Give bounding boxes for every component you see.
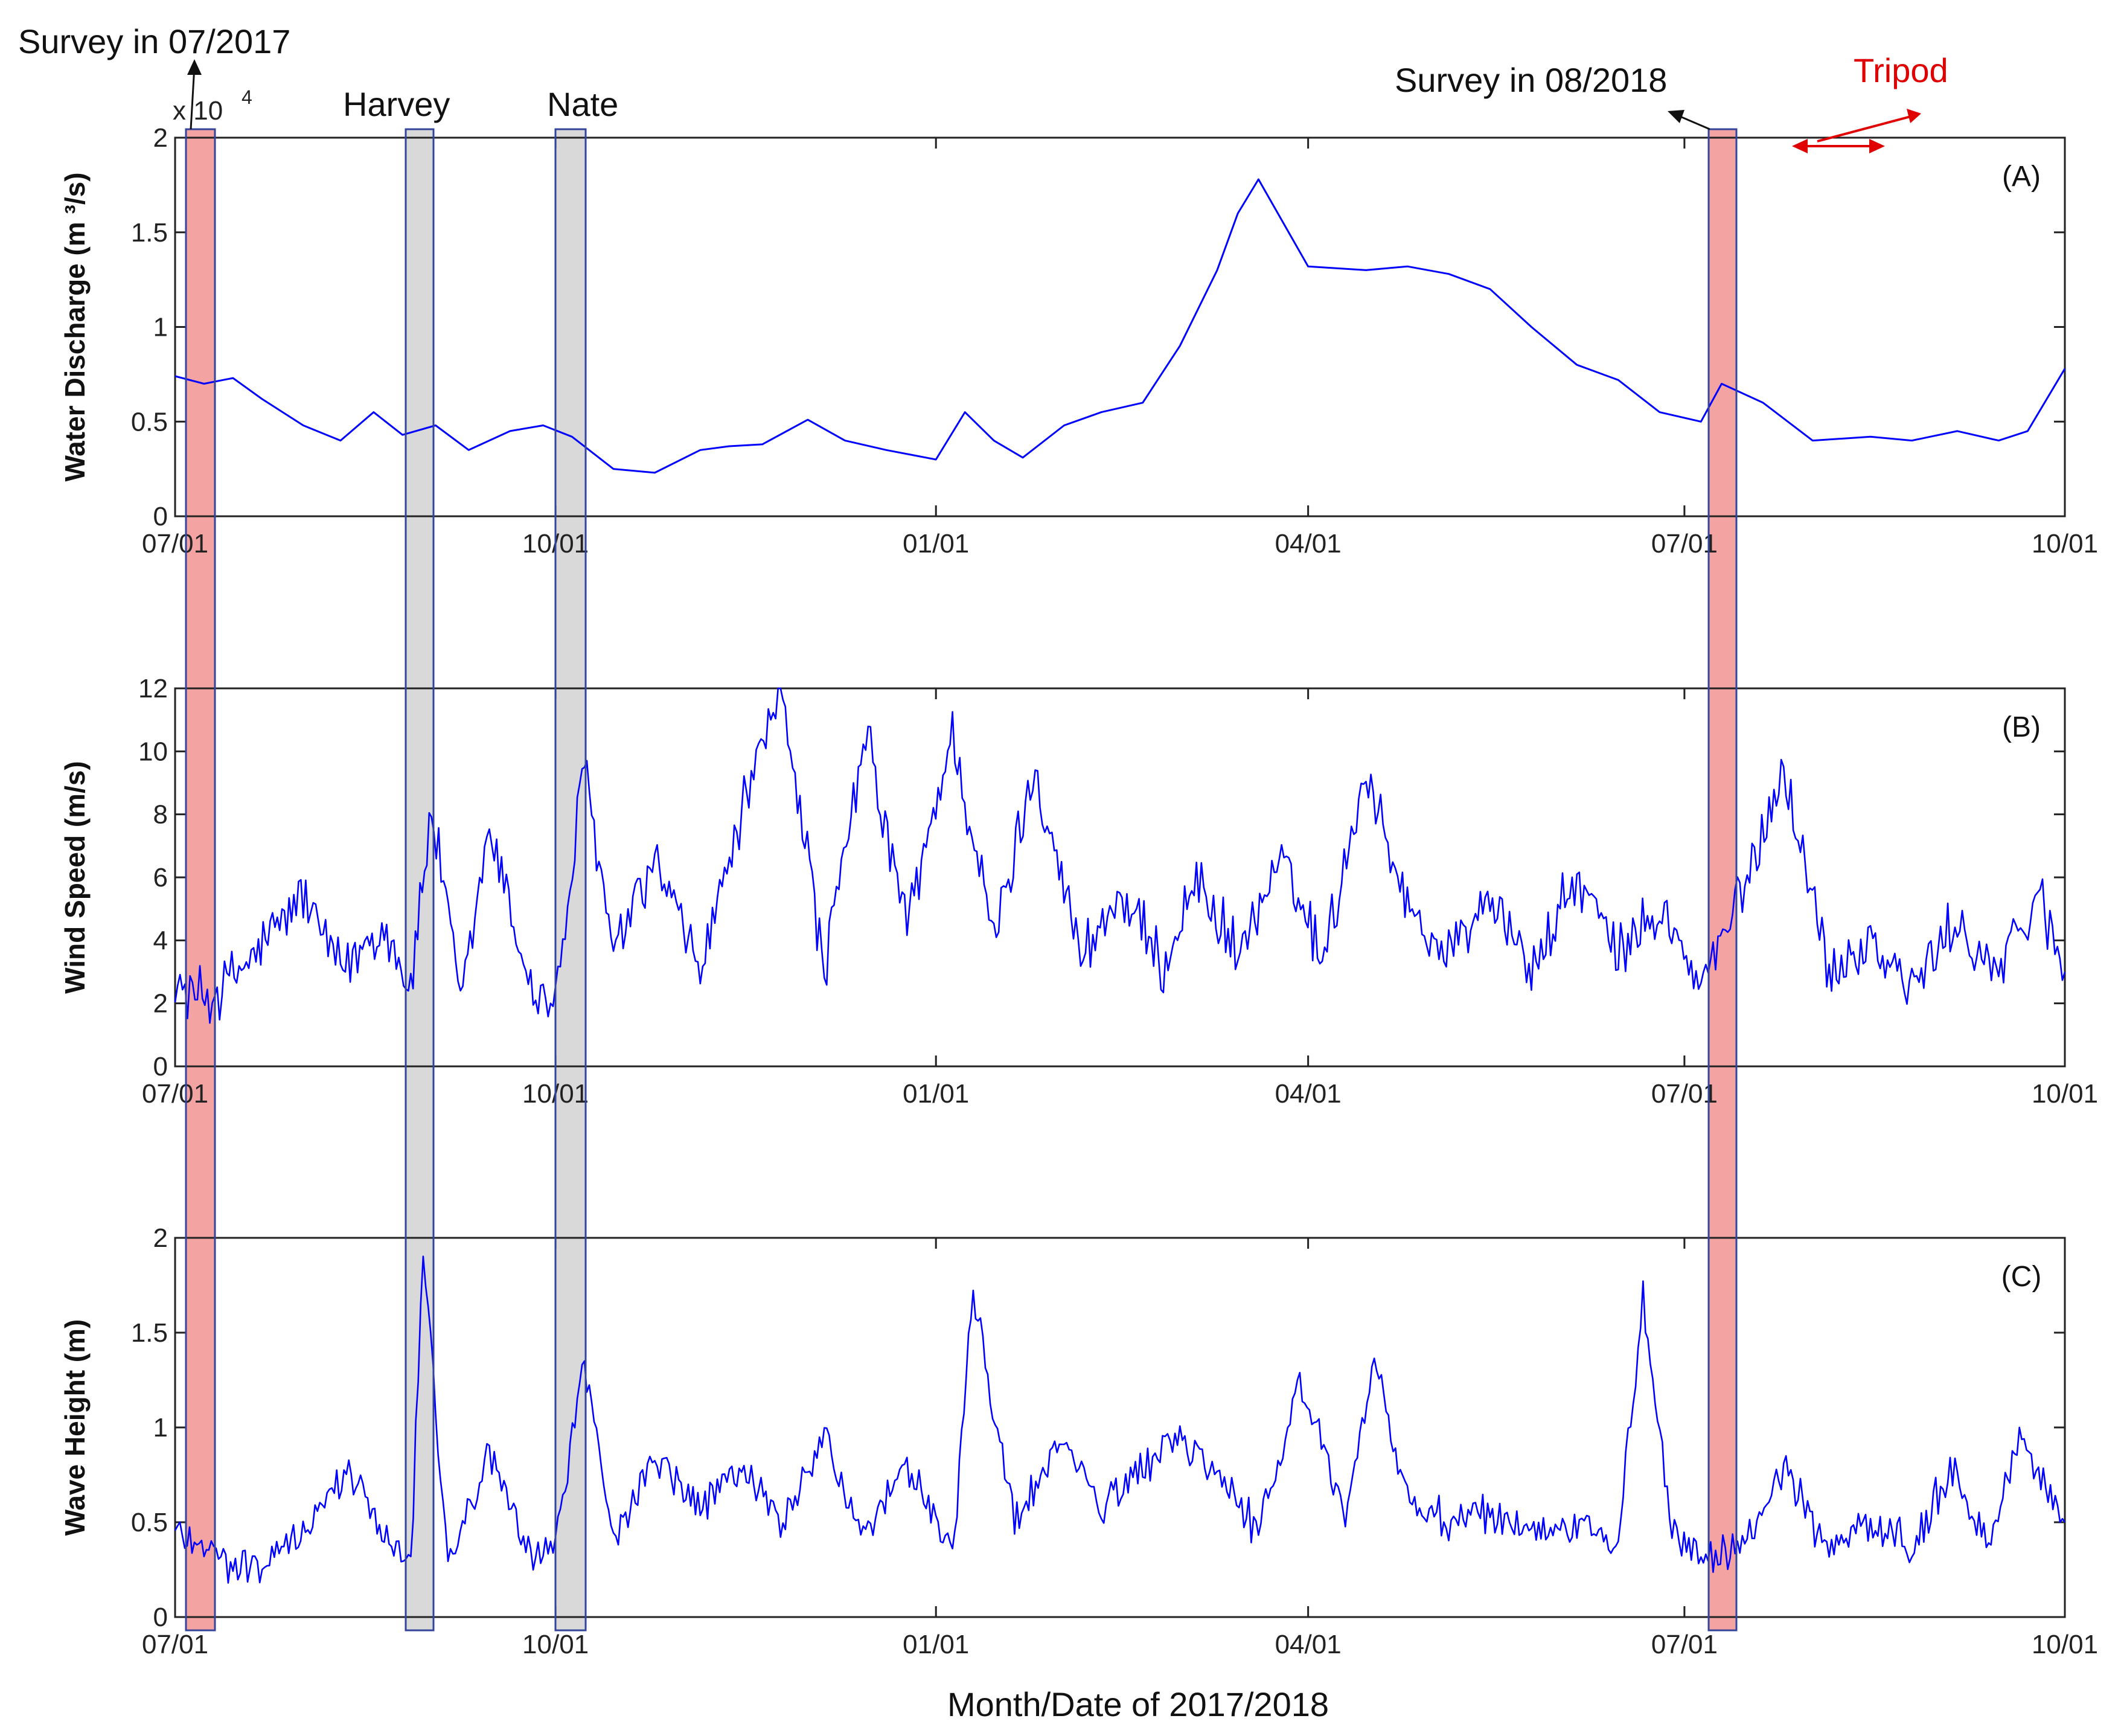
panels: 0 0.5 1 1.5 2 07/01 10/01 01/01 04/01 07/01 10/01 W…: [59, 123, 2098, 1659]
x-tick-label: 01/01: [903, 1079, 969, 1109]
x-tick-label: 07/01: [1651, 1079, 1718, 1109]
x-axis-label: Month/Date of 2017/2018: [947, 1685, 1329, 1723]
survey-2018-label: Survey in 08/2018: [1395, 61, 1667, 99]
survey-2017-arrow: [187, 59, 202, 130]
y-tick-label: 12: [138, 674, 168, 703]
y-tick-label: 6: [153, 863, 168, 892]
y-tick-label: 2: [153, 123, 168, 153]
x-tick-label: 10/01: [2032, 1630, 2098, 1659]
harvey-band: [406, 129, 433, 1630]
highlight-band-borders: [185, 128, 1738, 1632]
x-tick-label: 10/01: [2032, 529, 2098, 559]
survey-2018-arrow: [1668, 110, 1710, 130]
y-tick-label: 1.5: [131, 1318, 168, 1348]
x-tick-label: 04/01: [1275, 529, 1342, 559]
y-tick-label: 1.5: [131, 218, 168, 248]
highlight-bands: [186, 129, 1736, 1630]
survey-2017-band: [186, 129, 215, 1630]
series-line: [174, 178, 2066, 474]
y-tick-label: 1: [153, 1413, 168, 1443]
y-tick-label: 0: [153, 502, 168, 531]
x-tick-label: 04/01: [1275, 1079, 1342, 1109]
y-axis-label: Wind Speed (m/s): [59, 761, 91, 994]
x-tick-label: 07/01: [1651, 1630, 1718, 1659]
y-tick-label: 0: [153, 1052, 168, 1081]
series-line: [174, 1255, 2066, 1584]
x-tick-label: 07/01: [142, 1079, 208, 1109]
y-tick-label: 0.5: [131, 407, 168, 437]
x-tick-label: 07/01: [1651, 529, 1718, 559]
y-tick-label: 0: [153, 1603, 168, 1632]
nate-label: Nate: [547, 85, 618, 123]
tripod-label: Tripod: [1854, 51, 1948, 89]
x-tick-label: 10/01: [2032, 1079, 2098, 1109]
x-tick-label: 07/01: [142, 1630, 208, 1659]
exponent-base: x 10: [173, 96, 223, 126]
exponent-power: 4: [242, 86, 252, 108]
x-tick-label: 10/01: [522, 1630, 589, 1659]
survey-2018-band-border: [1707, 128, 1738, 1632]
y-tick-label: 4: [153, 926, 168, 955]
survey-2017-band-border: [185, 128, 216, 1632]
panel-label: (B): [2002, 711, 2041, 743]
x-tick-label: 07/01: [142, 529, 208, 559]
panel-label: (C): [2001, 1261, 2042, 1293]
nate-band-border: [554, 128, 587, 1632]
plot-frame: [174, 1237, 2066, 1618]
tripod-arrow: [1792, 109, 1921, 153]
y-axis-label: Wave Height (m): [59, 1319, 91, 1536]
plot-frame: [174, 687, 2066, 1068]
harvey-label: Harvey: [343, 85, 450, 123]
nate-band: [555, 129, 586, 1630]
harvey-band-border: [405, 128, 435, 1632]
y-tick-label: 1: [153, 313, 168, 342]
y-tick-label: 0.5: [131, 1508, 168, 1537]
y-axis-label: Water Discharge (m ³/s): [59, 172, 91, 481]
survey-2018-band: [1709, 129, 1736, 1630]
x-tick-label: 01/01: [903, 529, 969, 559]
y-tick-label: 2: [153, 1223, 168, 1253]
y-tick-label: 10: [138, 737, 168, 766]
panel-label: (A): [2002, 161, 2041, 193]
x-tick-label: 01/01: [903, 1630, 969, 1659]
x-tick-label: 04/01: [1275, 1630, 1342, 1659]
series-line: [174, 687, 2066, 1024]
plot-frame: [174, 136, 2066, 517]
panel-c: 0 0.5 1 1.5 2 07/01 10/01 01/01 04/01 07/01 10/01 W…: [59, 1223, 2098, 1659]
survey-2017-label: Survey in 07/2017: [18, 22, 290, 60]
y-tick-label: 2: [153, 989, 168, 1019]
y-tick-label: 8: [153, 800, 168, 830]
